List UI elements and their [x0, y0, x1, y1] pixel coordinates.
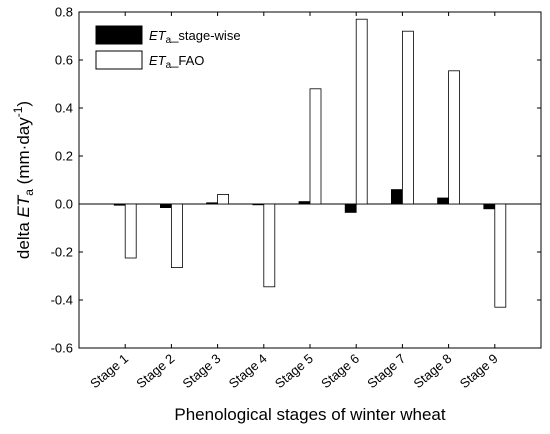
bar-fao-4 — [263, 203, 276, 288]
y-tick-label: -0.6 — [51, 341, 73, 356]
bar-fao-2 — [170, 203, 183, 268]
y-tick-label: 0.0 — [55, 197, 73, 212]
x-category-label: Stage 8 — [411, 351, 455, 391]
x-axis-title: Phenological stages of winter wheat — [174, 405, 445, 424]
x-category-label: Stage 2 — [133, 351, 177, 391]
x-category-label: Stage 1 — [87, 351, 131, 391]
bar-stage-wise-6 — [344, 203, 357, 213]
bar-fao-6 — [355, 18, 368, 205]
bar-fao-3 — [217, 193, 230, 205]
x-category-label: Stage 6 — [318, 351, 362, 391]
bar-stage-wise-8 — [437, 197, 450, 205]
bar-fao-1 — [124, 203, 137, 259]
x-category-label: Stage 9 — [457, 351, 501, 391]
y-tick-label: -0.4 — [51, 293, 73, 308]
y-tick-label: -0.2 — [51, 245, 73, 260]
bars — [113, 18, 507, 308]
y-axis-title: delta ETa (mm·day-1) — [11, 101, 36, 259]
y-tick-label: 0.8 — [55, 5, 73, 20]
legend-swatch-stage-wise — [95, 25, 143, 45]
bar-stage-wise-5 — [298, 201, 311, 205]
y-tick-label: 0.4 — [55, 101, 73, 116]
bar-stage-wise-7 — [390, 189, 403, 205]
x-category-label: Stage 5 — [272, 351, 316, 391]
bar-stage-wise-9 — [483, 203, 496, 210]
bar-stage-wise-4 — [252, 203, 265, 206]
y-axis-ticks: -0.6 -0.4 -0.2 0.0 0.2 0.4 0.6 0.8 — [51, 5, 541, 356]
legend-label-fao: ETa_FAO — [149, 53, 204, 71]
legend-swatch-fao — [95, 50, 143, 70]
bar-stage-wise-1 — [113, 203, 126, 206]
bar-fao-7 — [401, 30, 414, 205]
bar-fao-9 — [494, 203, 507, 308]
x-category-label: Stage 7 — [364, 351, 408, 391]
y-tick-label: 0.2 — [55, 149, 73, 164]
bar-fao-5 — [309, 88, 322, 205]
bar-stage-wise-2 — [159, 203, 172, 208]
legend-label-stage-wise: ETa_stage-wise — [149, 28, 241, 46]
legend: ETa_stage-wise ETa_FAO — [95, 25, 241, 71]
bar-fao-8 — [448, 70, 461, 205]
x-category-label: Stage 3 — [180, 351, 224, 391]
y-tick-label: 0.6 — [55, 53, 73, 68]
x-category-label: Stage 4 — [226, 351, 270, 391]
bar-stage-wise-3 — [206, 202, 219, 205]
